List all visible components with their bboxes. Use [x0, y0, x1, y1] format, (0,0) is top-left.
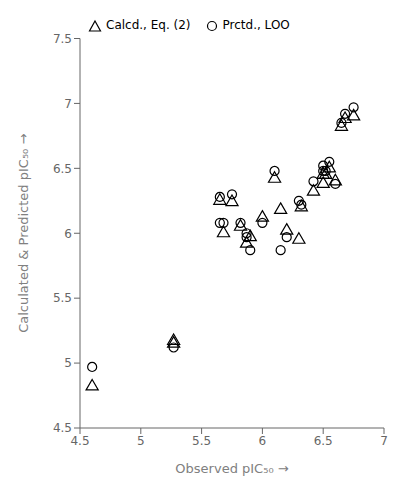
- svg-text:5: 5: [137, 434, 145, 448]
- svg-text:4.5: 4.5: [53, 421, 72, 435]
- html-text:Prctd., LOO: Prctd., LOO: [222, 18, 290, 32]
- svg-text:5.5: 5.5: [53, 291, 72, 305]
- svg-text:6.5: 6.5: [314, 434, 333, 448]
- svg-text:5: 5: [64, 356, 72, 370]
- svg-text:7: 7: [380, 434, 388, 448]
- svg-text:Observed pIC₅₀ →: Observed pIC₅₀ →: [175, 461, 288, 476]
- svg-text:6.5: 6.5: [53, 162, 72, 176]
- svg-text:4.5: 4.5: [70, 434, 89, 448]
- svg-text:7: 7: [64, 97, 72, 111]
- svg-text:5.5: 5.5: [192, 434, 211, 448]
- svg-text:7.5: 7.5: [53, 32, 72, 46]
- svg-text:6: 6: [64, 227, 72, 241]
- svg-text:Calculated & Predicted pIC₅₀ →: Calculated & Predicted pIC₅₀ →: [16, 134, 31, 333]
- svg-text:6: 6: [259, 434, 267, 448]
- html-text:Calcd., Eq. (2): Calcd., Eq. (2): [106, 18, 191, 32]
